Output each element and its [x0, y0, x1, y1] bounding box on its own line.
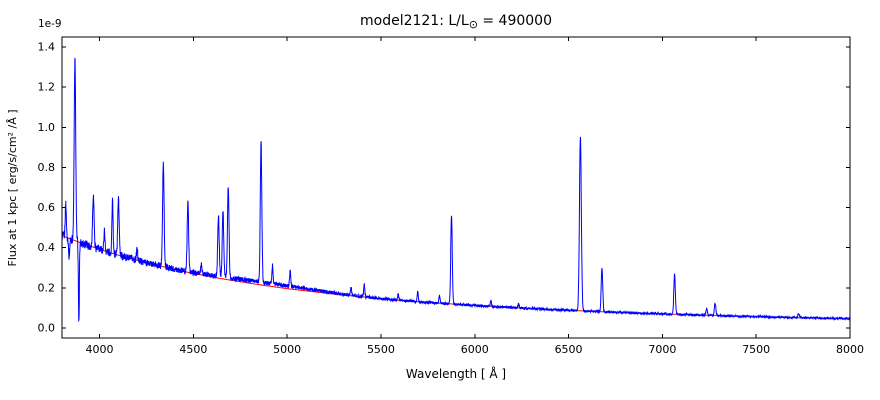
- series-layer: [62, 57, 850, 323]
- x-tick-label: 7500: [742, 343, 770, 356]
- y-axis-label: Flux at 1 kpc [ erg/s/cm² /Å ]: [6, 109, 19, 266]
- y-tick-label: 1.2: [38, 81, 56, 94]
- y-tick-label: 0.8: [38, 161, 56, 174]
- y-tick-label: 0.4: [38, 241, 56, 254]
- x-tick-label: 8000: [836, 343, 864, 356]
- y-tick-label: 1.0: [38, 121, 56, 134]
- x-tick-label: 5000: [273, 343, 301, 356]
- x-tick-label: 6000: [461, 343, 489, 356]
- chart-title: model2121: L/L⊙ = 490000: [360, 13, 552, 31]
- x-tick-label: 6500: [555, 343, 583, 356]
- x-tick-label: 5500: [367, 343, 395, 356]
- axes-frame: [61, 36, 851, 339]
- x-tick-label: 4500: [179, 343, 207, 356]
- x-tick-label: 4000: [86, 343, 114, 356]
- spectrum-line: [62, 57, 850, 323]
- x-tick-label: 7000: [648, 343, 676, 356]
- y-tick-label: 0.0: [38, 321, 56, 334]
- odot-symbol: ⊙: [469, 18, 478, 31]
- y-tick-label: 0.2: [38, 281, 56, 294]
- ticks-layer: 4000 4500 5000 5500 6000 6500 7000 7500 8000 0.0 0…: [38, 37, 864, 356]
- y-axis-offset-text: 1e-9: [38, 18, 62, 30]
- x-axis-label: Wavelength [ Å ]: [406, 366, 506, 381]
- continuum-line: [62, 235, 850, 320]
- y-tick-label: 0.6: [38, 201, 56, 214]
- y-tick-label: 1.4: [38, 41, 56, 54]
